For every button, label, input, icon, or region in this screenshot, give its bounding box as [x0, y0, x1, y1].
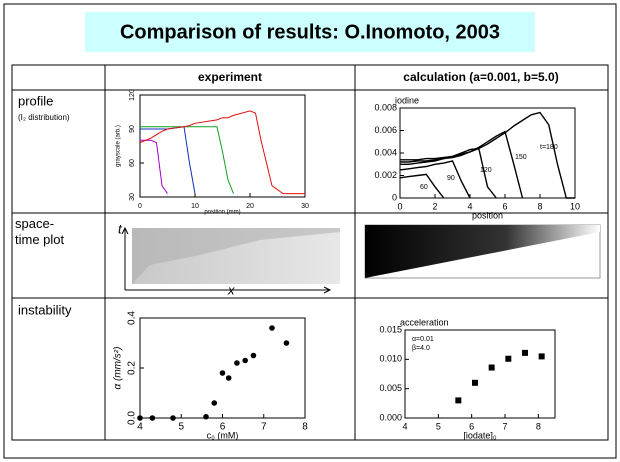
- x-tick-label: 8: [536, 421, 541, 431]
- y-tick-label: 0.004: [374, 147, 397, 157]
- y-axis-label: iodine: [395, 95, 419, 105]
- point: [269, 325, 275, 331]
- x-tick-label: 5: [178, 422, 184, 433]
- x-tick-label: 10: [570, 201, 580, 211]
- y-tick-label: 0.4: [127, 311, 138, 325]
- x-axis-label: [iodate]₀: [463, 430, 497, 440]
- point: [150, 415, 156, 421]
- point: [489, 365, 495, 371]
- y-axis-label: grayscale (arb.): [116, 125, 122, 167]
- y-tick-label: 0.0: [127, 411, 138, 425]
- x-tick-label: 8: [537, 201, 542, 211]
- y-axis-label: acceleration: [400, 317, 449, 327]
- y-tick-label: 90: [129, 125, 136, 133]
- y-axis-label: α (mm/s²): [113, 347, 124, 390]
- y-tick-label: 0.2: [127, 361, 138, 375]
- curve-label: 60: [420, 184, 428, 191]
- x-tick-label: 8: [302, 422, 308, 433]
- point: [251, 353, 257, 359]
- point: [226, 375, 232, 381]
- x-tick-label: 0: [138, 203, 142, 210]
- x-axis-label: position: [472, 210, 503, 220]
- y-tick-label: 30: [129, 193, 136, 201]
- curve-label: 150: [515, 154, 527, 161]
- curve-label: 90: [447, 175, 455, 182]
- y-tick-label: 0.008: [374, 102, 397, 112]
- point: [211, 400, 217, 406]
- point: [170, 415, 176, 421]
- x-tick-label: 5: [436, 421, 441, 431]
- y-tick-label: 120: [129, 89, 136, 101]
- point: [234, 360, 240, 366]
- point: [137, 415, 143, 421]
- point: [505, 356, 511, 362]
- y-tick-label: 0.002: [374, 170, 397, 180]
- row-label: instability: [18, 302, 72, 317]
- x-tick-label: 2: [432, 201, 437, 211]
- title: Comparison of results: O.Inomoto, 2003: [120, 21, 500, 43]
- point: [203, 414, 209, 420]
- slide: Comparison of results: O.Inomoto, 2003 e…: [0, 0, 620, 462]
- x-tick-label: 4: [137, 422, 143, 433]
- axis-label: x: [227, 282, 235, 297]
- x-tick-label: 7: [502, 421, 507, 431]
- point: [472, 380, 478, 386]
- y-tick-label: 0.006: [374, 125, 397, 135]
- y-tick-label: 0.000: [379, 412, 402, 422]
- y-tick-label: 0.015: [379, 324, 402, 334]
- x-axis-label: position (mm): [204, 210, 240, 216]
- curve-label: t=180: [540, 144, 558, 151]
- column-header: calculation (a=0.001, b=5.0): [403, 70, 558, 84]
- point: [522, 350, 528, 356]
- row-label: profile: [18, 93, 53, 108]
- row-label: space-time plot: [15, 216, 77, 248]
- x-tick-label: 20: [246, 203, 254, 210]
- y-tick-label: 60: [129, 159, 136, 167]
- point: [284, 340, 290, 346]
- curve-label: 120: [480, 167, 492, 174]
- x-tick-label: 6: [502, 201, 507, 211]
- x-tick-label: 0: [397, 201, 402, 211]
- x-tick-label: 7: [261, 422, 267, 433]
- annotation: β=4.0: [412, 345, 430, 352]
- x-tick-label: 10: [191, 203, 199, 210]
- y-tick-label: 0.005: [379, 383, 402, 393]
- point: [455, 397, 461, 403]
- y-tick-label: 0: [392, 192, 397, 202]
- annotation: α=0.01: [412, 336, 434, 343]
- column-header: experiment: [198, 70, 262, 84]
- point: [220, 370, 226, 376]
- row-note: (I₂ distribution): [18, 113, 70, 122]
- row-label-box: space-time plot: [15, 216, 95, 266]
- x-axis-label: c₀ (mM): [207, 430, 239, 440]
- x-tick-label: 4: [402, 421, 407, 431]
- x-tick-label: 30: [301, 203, 309, 210]
- point: [242, 358, 248, 364]
- point: [539, 353, 545, 359]
- y-tick-label: 0.010: [379, 354, 402, 364]
